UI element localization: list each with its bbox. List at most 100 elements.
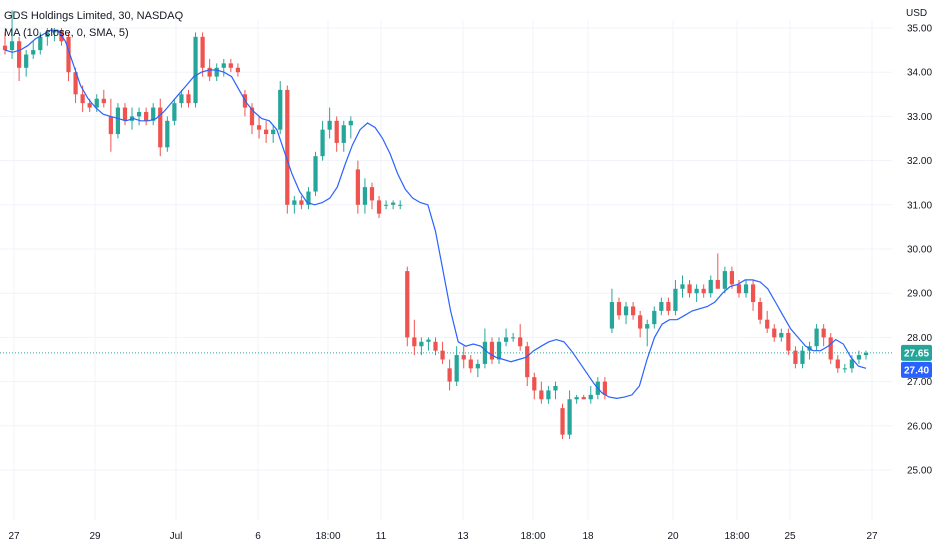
candle-body: [680, 284, 685, 289]
candle-body: [412, 337, 417, 347]
x-tick-label: 27: [866, 531, 878, 542]
candle-body: [249, 107, 255, 126]
candle-body: [292, 200, 297, 205]
candle-body: [235, 67, 241, 73]
candle-body: [750, 284, 756, 303]
candle-body: [701, 288, 706, 294]
candle-body: [24, 54, 29, 68]
candle-body: [369, 187, 375, 201]
candle-body: [221, 63, 226, 68]
candle-body: [468, 359, 473, 369]
y-tick-label: 32.00: [907, 156, 932, 167]
candle-body: [765, 319, 770, 329]
candle-body: [609, 302, 615, 329]
symbol-title[interactable]: GDS Holdings Limited, 30, NASDAQ: [4, 10, 184, 22]
candle-body: [842, 368, 847, 370]
candle-body: [144, 111, 149, 121]
y-tick-label: 30.00: [907, 245, 932, 256]
candle-body: [391, 202, 396, 205]
candle-body: [179, 94, 184, 104]
candle-body: [87, 103, 92, 108]
candle-body: [800, 350, 805, 364]
candle-body: [278, 89, 283, 130]
candle-body: [334, 120, 339, 143]
y-tick-label: 26.00: [907, 421, 932, 432]
last-price-badge-bg: [901, 344, 932, 361]
last-price-badge: 27.65: [904, 348, 929, 359]
ma-series-line: [4, 29, 867, 400]
x-tick-label: 18:00: [724, 531, 749, 542]
price-axis[interactable]: 25.00 26.00 27.00 28.00 29.00 30.00 31.00 32.00…: [907, 24, 932, 477]
chart-legend: GDS Holdings Limited, 30, NASDAQ MA (10,…: [4, 8, 183, 42]
candle-body: [539, 390, 544, 400]
x-tick-label: 25: [784, 531, 796, 542]
candle-body: [108, 116, 113, 135]
y-tick-label: 34.00: [907, 68, 932, 79]
candle-body: [553, 386, 558, 391]
x-tick-label: 11: [376, 531, 387, 542]
candle-body: [475, 363, 480, 369]
candle-body: [45, 32, 50, 37]
candle-body: [616, 302, 622, 316]
candle-body: [461, 355, 466, 360]
candle-body: [52, 30, 57, 33]
price-badges: 27.65 27.40: [901, 344, 932, 378]
candle-body: [814, 328, 819, 347]
candle-body: [327, 120, 332, 130]
candle-body: [546, 390, 551, 400]
candle-body: [313, 156, 318, 192]
x-tick-label: 29: [89, 531, 101, 542]
candle-body: [38, 36, 43, 51]
candle-body: [440, 350, 445, 360]
candle-body: [489, 341, 495, 360]
candle-body: [694, 288, 699, 294]
candle-body: [588, 394, 593, 400]
candle-body: [623, 306, 629, 316]
candle-body: [835, 359, 840, 369]
candle-body: [256, 125, 262, 130]
candle-body: [602, 381, 607, 395]
ma-line: [4, 29, 867, 400]
candle-body: [172, 103, 177, 121]
candle-body: [158, 107, 163, 148]
candle-body: [122, 107, 128, 121]
candle-body: [772, 328, 777, 338]
y-tick-label: 31.00: [907, 200, 932, 211]
candle-body: [2, 45, 8, 51]
currency-label: USD: [906, 8, 928, 19]
candle-body: [758, 302, 763, 320]
candle-body: [214, 67, 219, 77]
candle-body: [264, 129, 269, 135]
candle-body: [581, 397, 586, 400]
y-tick-label: 27.00: [907, 377, 932, 388]
candle-body: [9, 41, 15, 51]
candle-body: [193, 36, 198, 104]
candle-body: [419, 341, 424, 347]
candle-body: [496, 341, 502, 360]
candle-body: [115, 107, 121, 135]
candle-body: [271, 129, 276, 135]
candle-body: [525, 346, 530, 378]
candle-body: [228, 63, 233, 68]
candle-body: [151, 107, 156, 121]
time-axis[interactable]: 27 29 Jul 6 18:00 11 13 18:00 18 20 18:00 25 27: [8, 531, 878, 542]
candle-body: [511, 337, 516, 339]
candle-body: [503, 337, 509, 342]
candle-body: [433, 341, 438, 351]
candle-body: [482, 341, 488, 364]
candle-body: [341, 125, 346, 143]
candle-body: [383, 204, 389, 206]
candle-body: [285, 89, 290, 205]
candle-body: [532, 377, 537, 391]
candle-body: [630, 306, 636, 316]
indicator-label[interactable]: MA (10, close, 0, SMA, 5): [4, 27, 129, 39]
candle-body: [66, 36, 71, 73]
candle-body: [31, 50, 36, 55]
candle-body: [16, 41, 22, 68]
candle-body: [306, 191, 311, 205]
candle-body: [729, 271, 735, 285]
candle-body: [560, 408, 565, 435]
x-tick-label: 18: [582, 531, 594, 542]
